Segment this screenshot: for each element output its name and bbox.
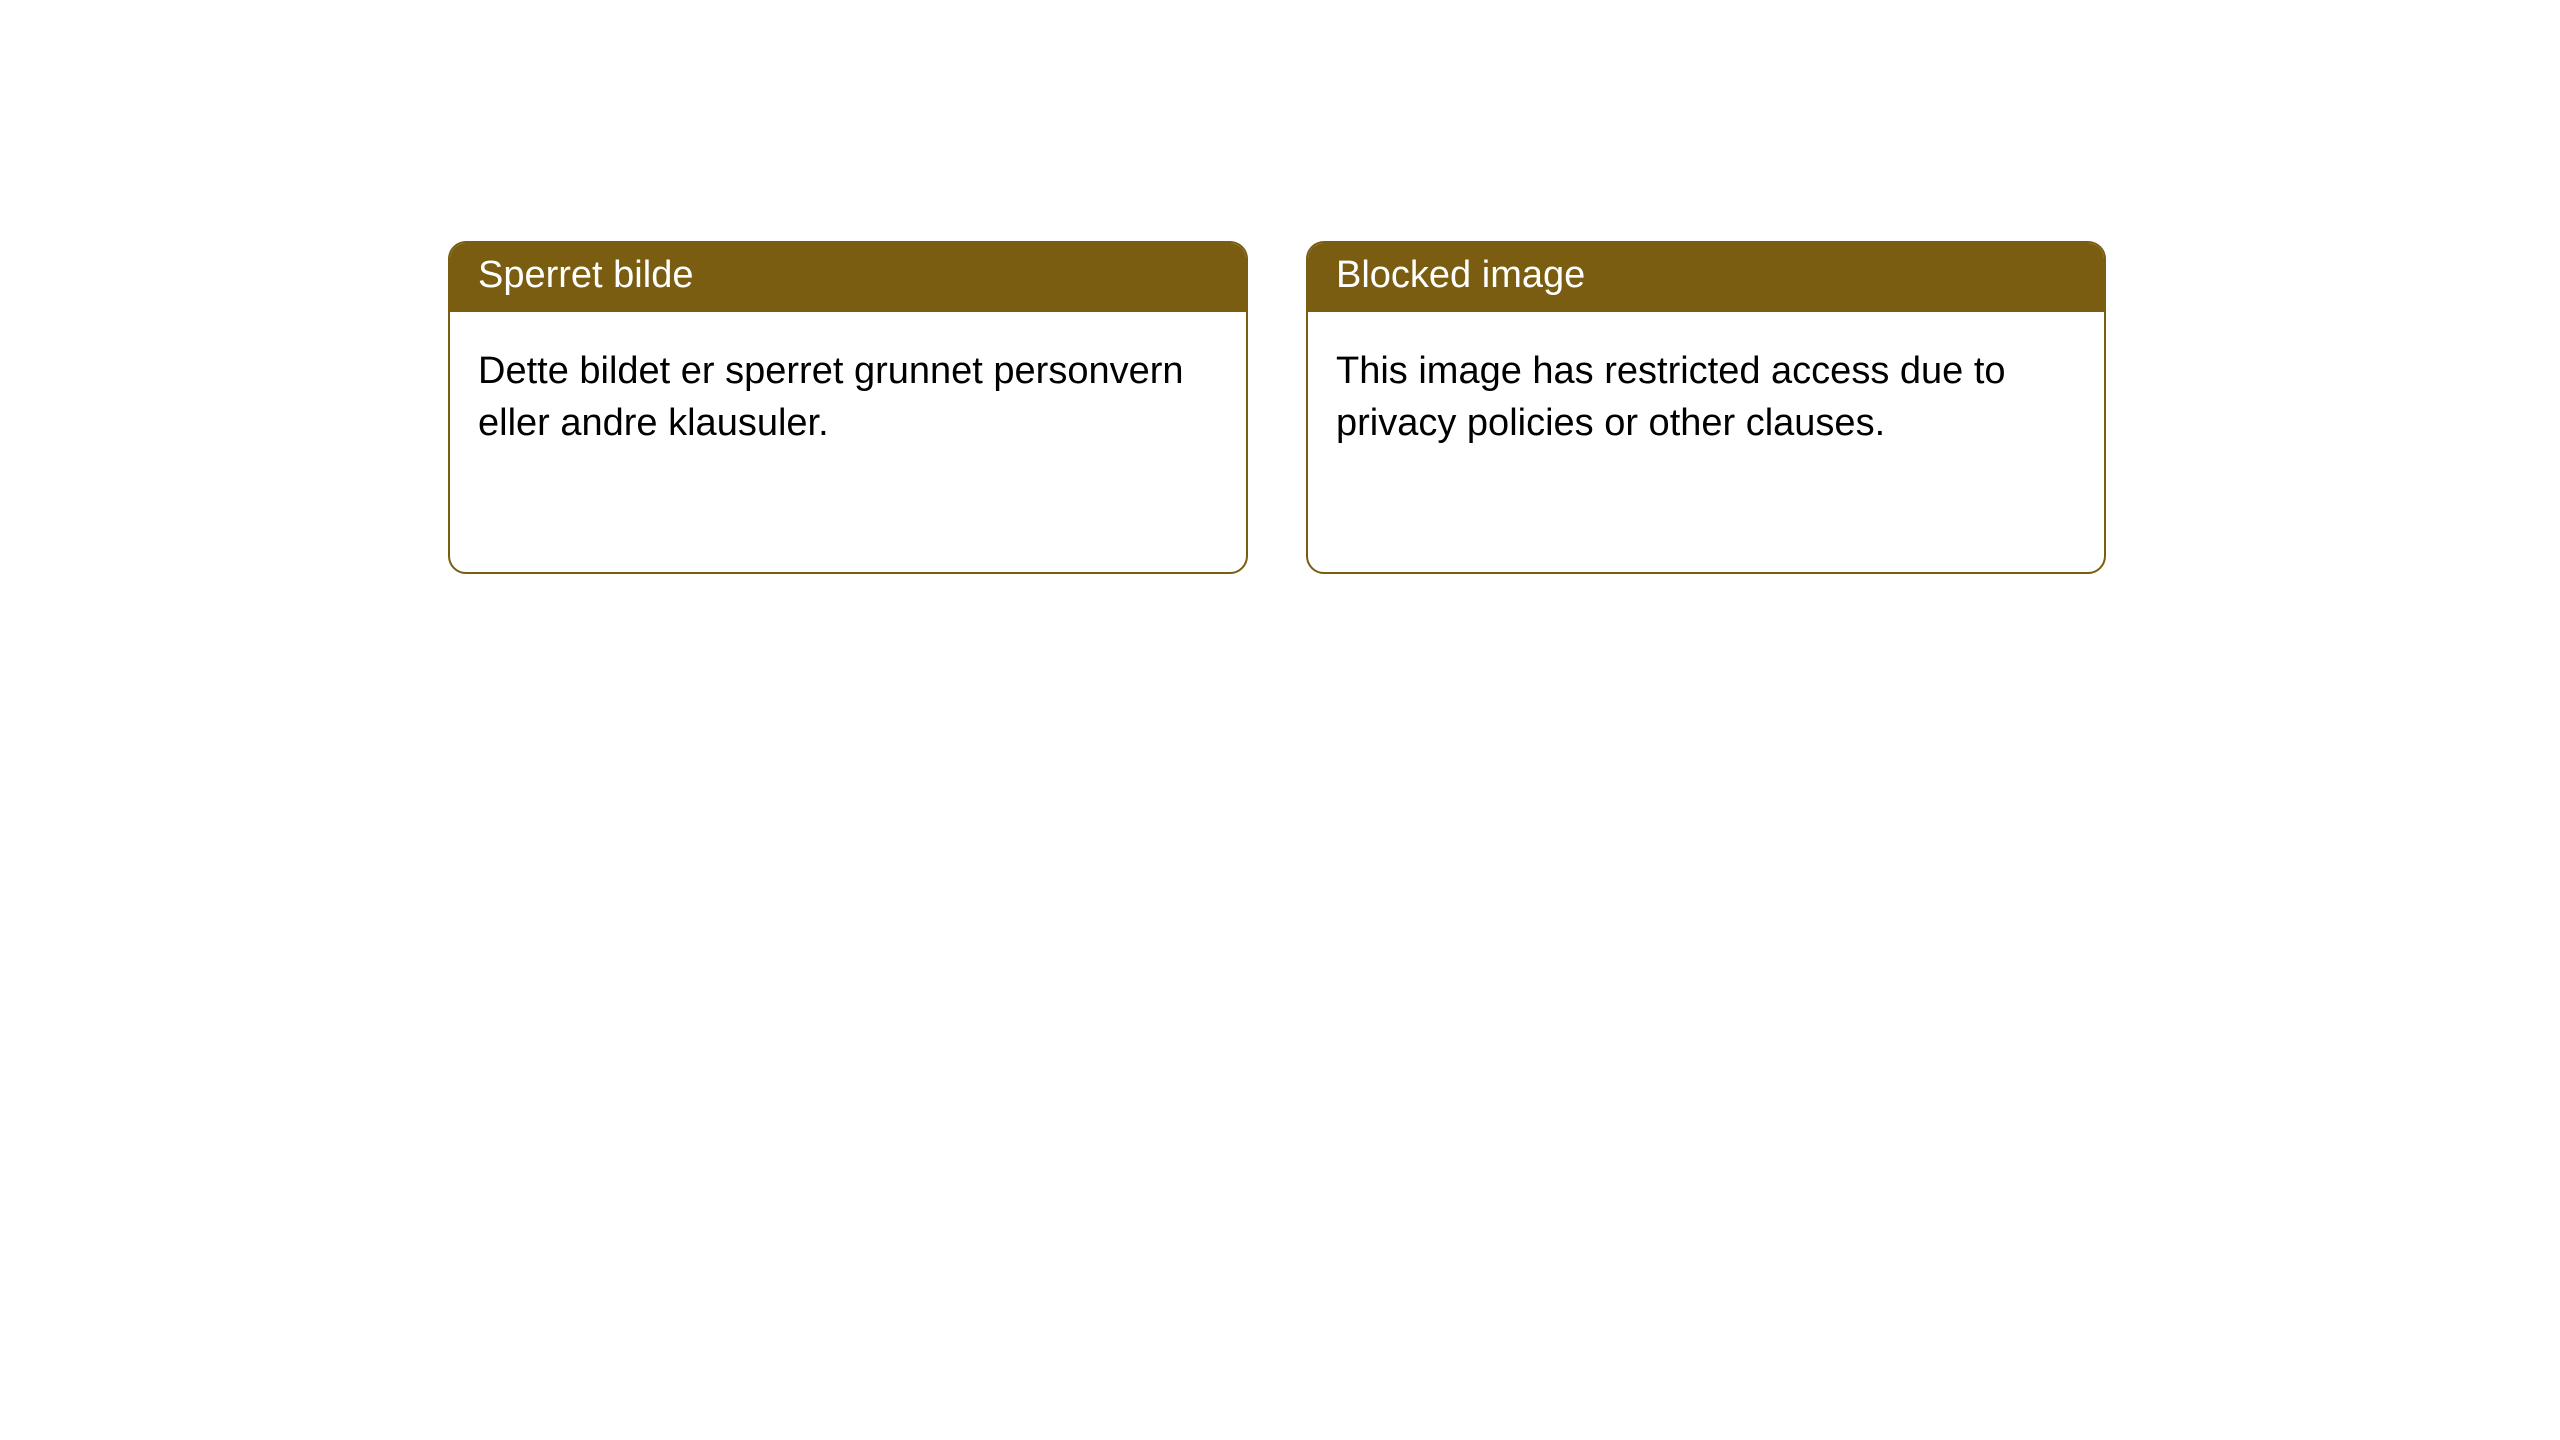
notice-body-norwegian: Dette bildet er sperret grunnet personve… [450,312,1246,483]
notice-body-english: This image has restricted access due to … [1308,312,2104,483]
notice-card-norwegian: Sperret bilde Dette bildet er sperret gr… [448,241,1248,574]
notice-container: Sperret bilde Dette bildet er sperret gr… [0,0,2560,574]
notice-card-english: Blocked image This image has restricted … [1306,241,2106,574]
notice-title-norwegian: Sperret bilde [450,243,1246,312]
notice-title-english: Blocked image [1308,243,2104,312]
